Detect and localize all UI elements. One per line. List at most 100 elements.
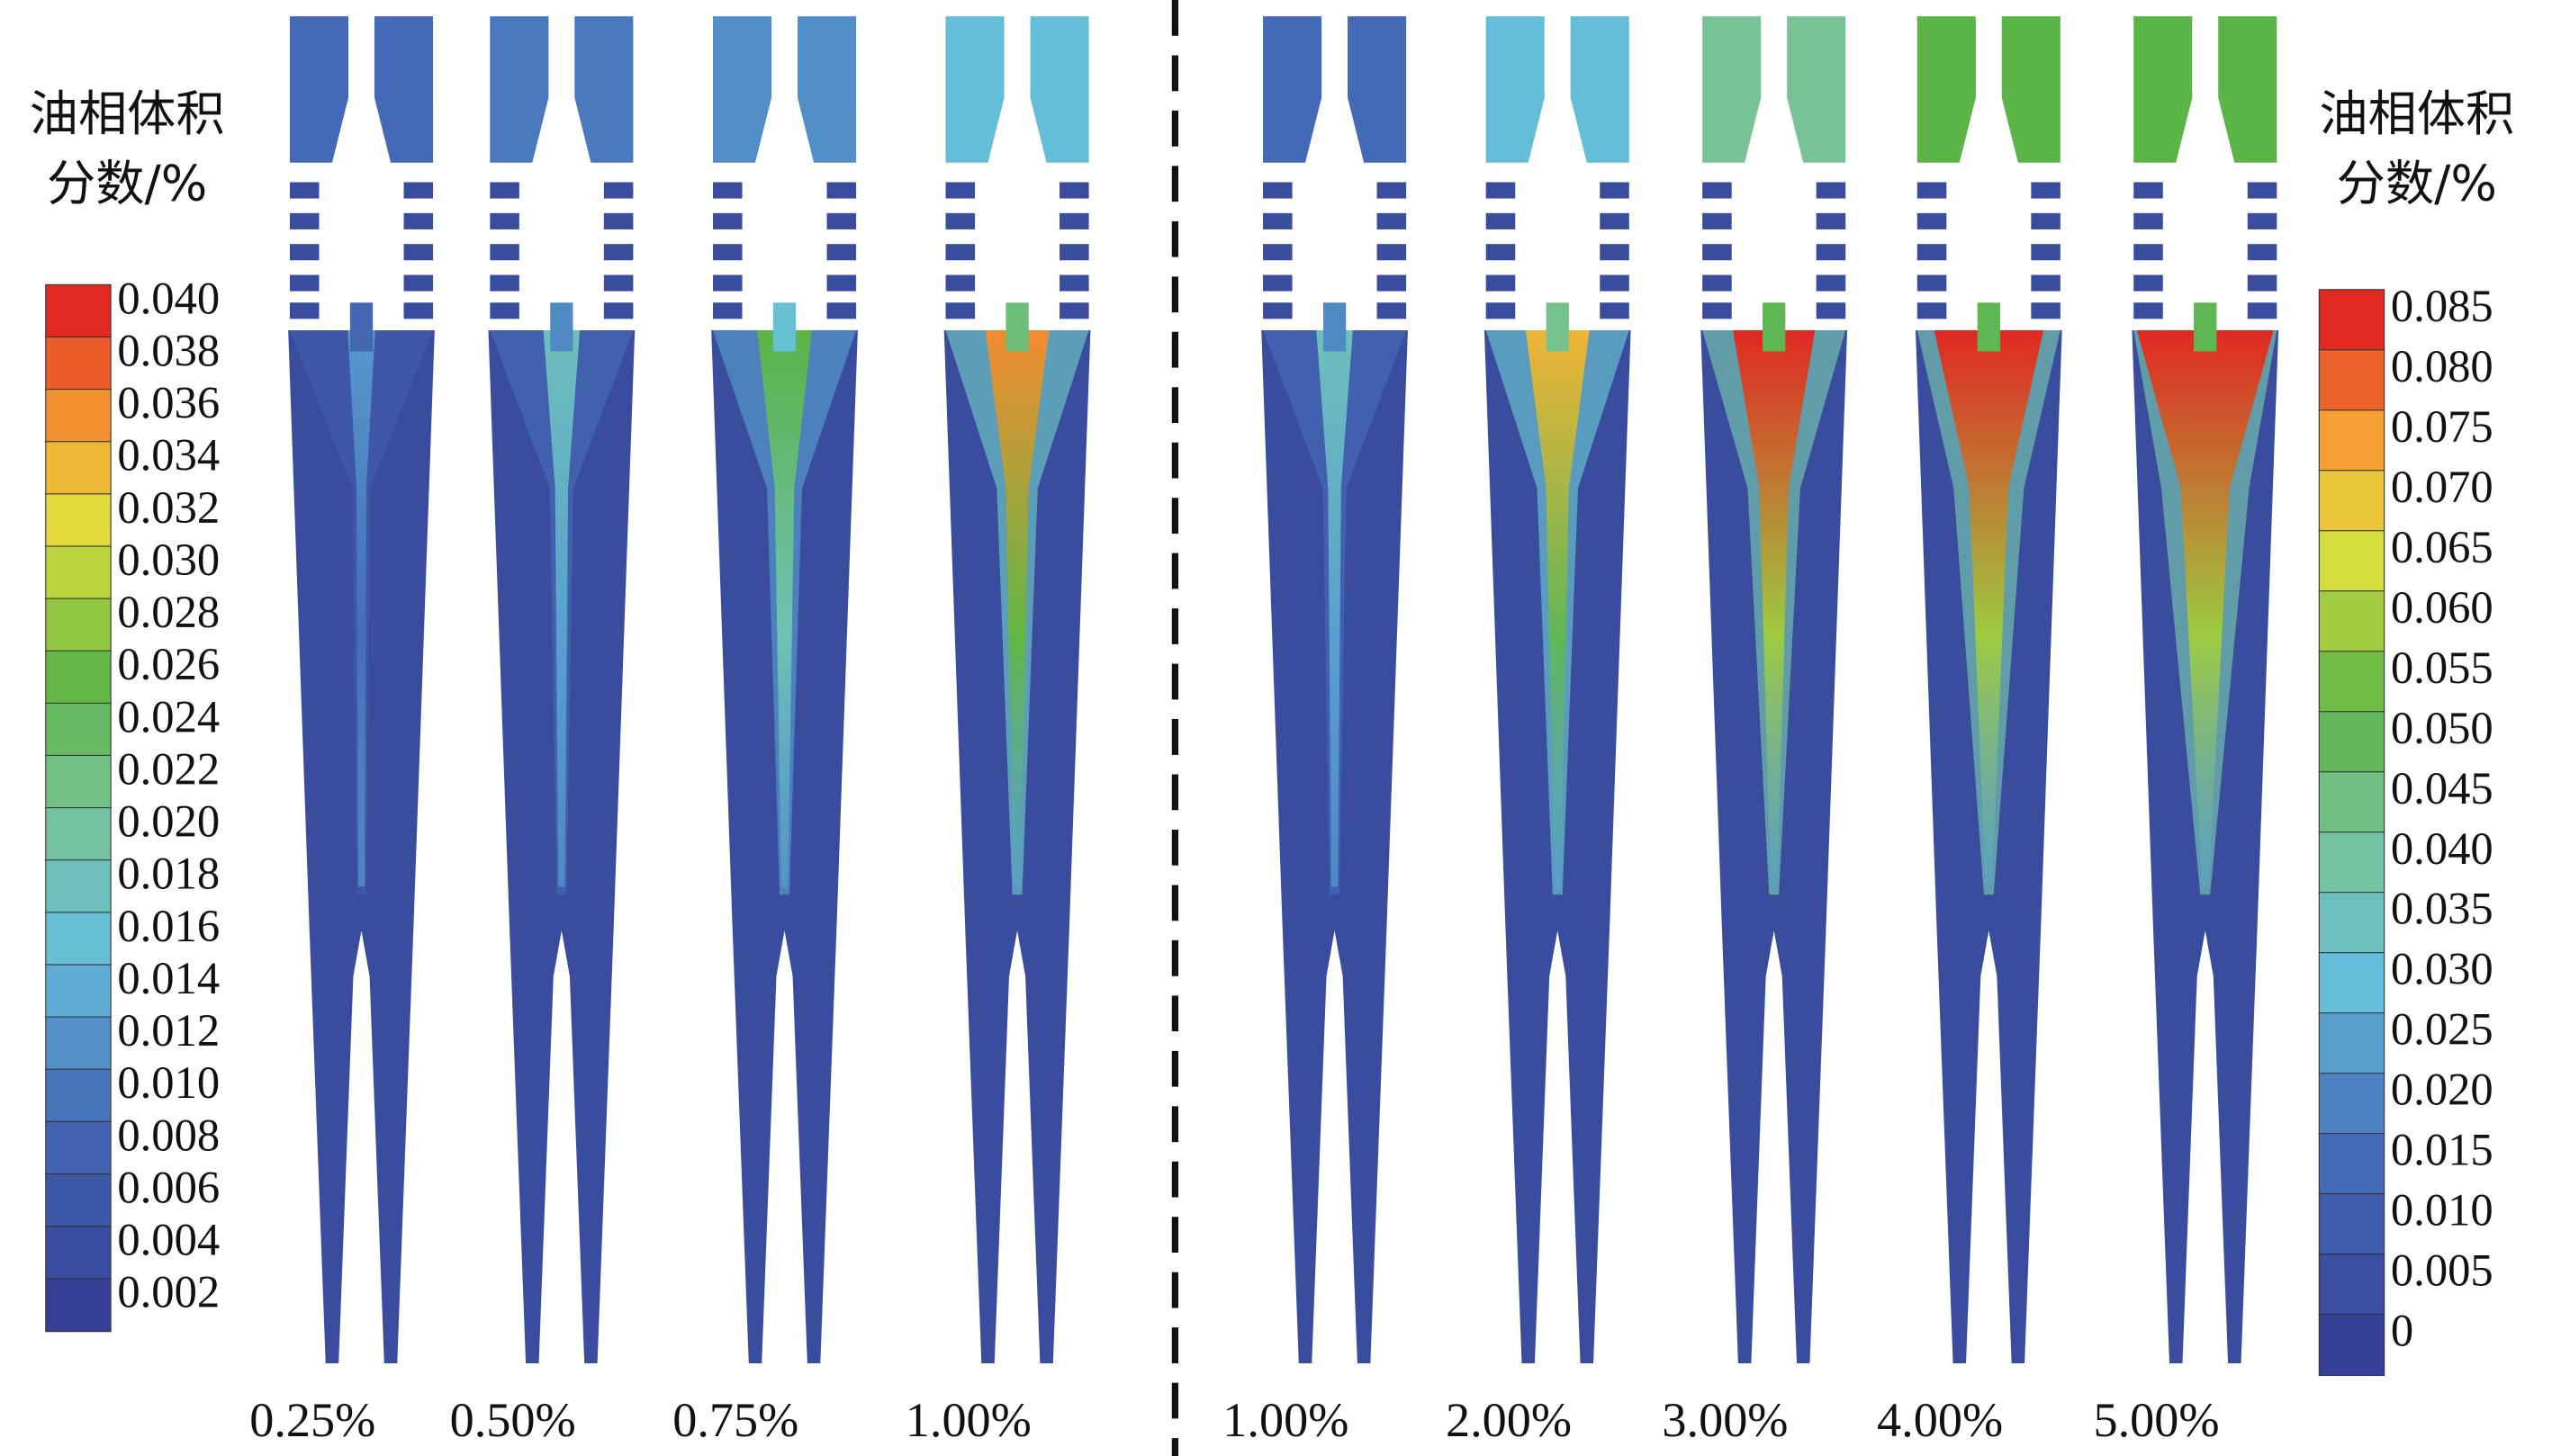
legend-swatch [45,441,112,496]
panel: 5.00% [2094,16,2279,1447]
inlet-slot [826,244,857,261]
overflow-left [712,16,772,163]
legend-swatch [45,754,112,810]
legend-swatch [2318,1133,2385,1196]
panel-label: 5.00% [2094,1393,2220,1447]
overflow-right [2001,16,2061,163]
legend-label: 0.080 [2391,341,2493,391]
inlet-slot [1376,244,1407,261]
legend-label: 0.018 [117,849,220,899]
inlet-slot [1816,182,1846,199]
oil-core [985,329,1050,887]
legend-label: 0.004 [117,1215,220,1265]
inlet-slot [2247,274,2277,292]
panel: 1.00% [1222,16,1408,1447]
panel-label: 1.00% [906,1393,1032,1447]
inlet-slot [1263,182,1293,199]
vortex-finder [1322,302,1347,352]
inlet-slot [945,274,976,292]
panel: 0.50% [450,16,636,1447]
inlet-slot [1485,182,1516,199]
inlet-slot [603,302,634,319]
vortex-finder [1005,302,1029,352]
legend-swatch [2318,771,2385,834]
panel-label: 0.50% [450,1393,576,1447]
legend-label: 0.030 [117,535,220,585]
inlet-slot [712,244,743,261]
legend-label: 0.040 [2391,823,2493,874]
legend-label: 0.010 [117,1057,220,1108]
legend-label: 0.024 [117,691,220,741]
overflow-left [1916,16,1976,163]
panel-label: 0.25% [249,1393,375,1447]
legend-swatch [2318,1193,2385,1256]
oil-core [2136,329,2274,887]
inlet-slot [1485,244,1516,261]
legend-label: 0.070 [2391,462,2493,512]
vortex-finder [550,302,573,352]
overflow-left [1702,16,1762,163]
legend-swatch [45,336,112,391]
legend-swatch [2318,289,2385,352]
inlet-slot [1702,212,1732,229]
inlet-slot [1263,212,1293,229]
legend-swatch [45,1068,112,1123]
legend-label: 0.002 [117,1267,220,1317]
inlet-slot [490,212,519,229]
inlet-slot [403,244,434,261]
inlet-slot [1816,212,1846,229]
inlet-slot [1376,182,1407,199]
legend-label: 0.060 [2391,582,2493,633]
legend-swatch [45,912,112,966]
inlet-slot [490,274,519,292]
panel: 0.75% [672,16,858,1447]
legend-label: 0.008 [117,1110,220,1160]
inlet-slot [1263,274,1293,292]
legend-label: 0.032 [117,482,220,533]
inlet-slot [1485,302,1516,319]
overflow-left [945,16,1005,163]
inlet-slot [2133,212,2163,229]
legend-title: 分数/% [2337,156,2497,212]
inlet-slot [826,302,857,319]
inlet-slot [403,212,434,229]
vortex-finder [2194,302,2217,352]
legend-swatch [2318,952,2385,1015]
inlet-slot [2133,182,2163,199]
inlet-slot [2031,182,2061,199]
legend-swatch [2318,1314,2385,1377]
inlet-slot [2247,302,2277,319]
vortex-finder [1546,302,1569,352]
legend-swatch [2318,470,2385,533]
legend-label: 0.050 [2391,703,2493,753]
legend-label: 0.016 [117,901,220,951]
legend-swatch [2318,530,2385,593]
inlet-slot [1816,244,1846,261]
oil-core [1316,329,1353,887]
legend-label: 0.040 [117,273,220,323]
inlet-slot [490,244,519,261]
legend-swatch [45,650,112,705]
overflow-right [1787,16,1846,163]
inlet-slot [1600,212,1629,229]
legend-swatch [45,283,112,338]
oil-core [543,329,581,887]
legend-swatch [2318,651,2385,714]
inlet-slot [2133,244,2163,261]
legend-label: 0.005 [2391,1245,2493,1296]
inlet-slot [1816,302,1846,319]
legend-label: 0.085 [2391,281,2493,331]
legend-swatch [2318,1073,2385,1136]
legend-label: 0.038 [117,325,220,375]
inlet-slot [2031,212,2061,229]
inlet-slot [1600,244,1629,261]
overflow-left [490,16,549,163]
panel-label: 0.75% [672,1393,798,1447]
inlet-slot [2133,274,2163,292]
oil-core [757,329,812,887]
inlet-slot [712,274,743,292]
inlet-slot [603,182,634,199]
inlet-slot [1916,302,1947,319]
inlet-slot [289,182,320,199]
